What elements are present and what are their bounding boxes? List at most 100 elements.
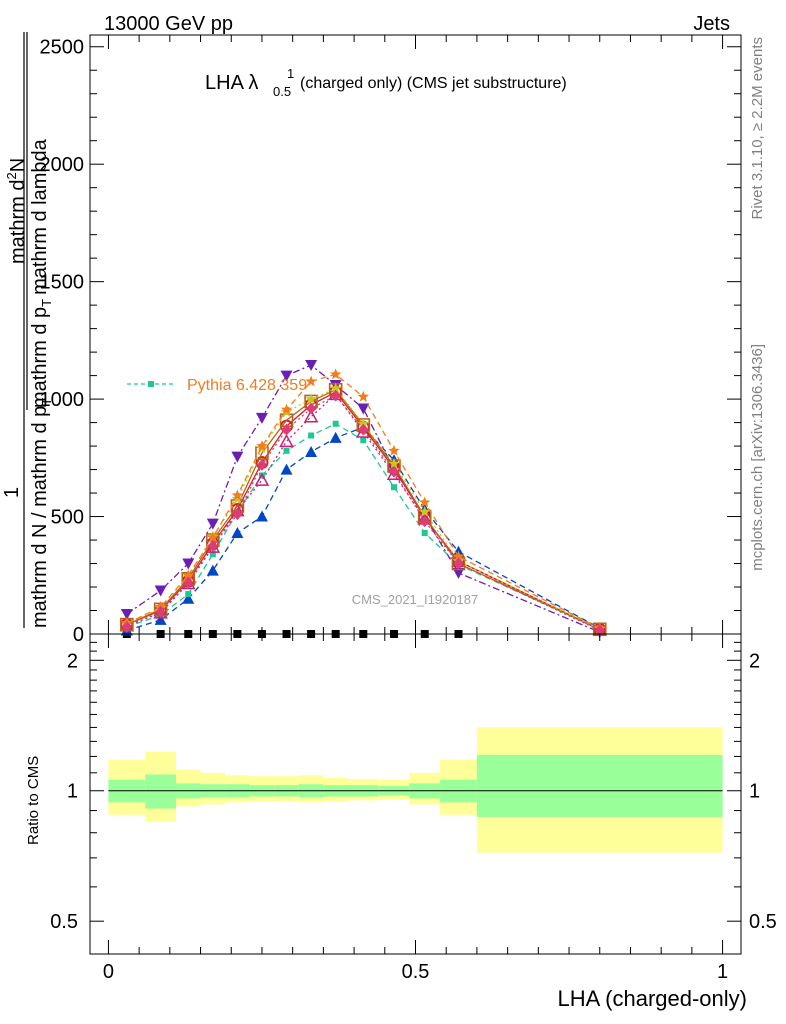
- ratio-y-tick-label-right: 1: [749, 781, 760, 803]
- data-point: [280, 463, 293, 475]
- y-label-numerator: mathrm d2N: [4, 158, 29, 264]
- main-y-tick-label: 2000: [40, 154, 85, 176]
- data-point: [281, 423, 292, 436]
- data-point: [154, 613, 167, 625]
- data-point: [254, 472, 270, 486]
- data-point: [305, 445, 318, 457]
- y-label-one: 1: [1, 487, 23, 498]
- data-point: [389, 465, 400, 478]
- rivet-side-label: Rivet 3.1.10, ≥ 2.2M events: [749, 37, 766, 220]
- data-point: [206, 564, 219, 576]
- data-point: [388, 457, 400, 469]
- data-point: [594, 624, 605, 637]
- data-point: [231, 451, 244, 463]
- data-point: [330, 389, 341, 402]
- legend-marker: [148, 381, 154, 387]
- energy-label: 13000 GeV pp: [104, 13, 233, 35]
- data-point: [357, 417, 369, 429]
- ratio-y-axis-label: Ratio to CMS: [25, 756, 42, 845]
- data-point: [360, 437, 367, 444]
- data-point: [329, 431, 342, 443]
- mcplots-side-label: mcplots.cern.ch [arXiv:1306.3436]: [749, 344, 766, 571]
- y-label-denominator: mathrm d pTmathrm d lambda: [29, 138, 54, 408]
- plot-title: LHA λ: [205, 72, 258, 94]
- data-point: [279, 433, 294, 448]
- data-point: [453, 557, 464, 570]
- y-label-numerator-sup: 2: [4, 172, 19, 179]
- data-point: [182, 592, 195, 604]
- main-y-tick-label: 500: [51, 507, 84, 529]
- data-point: [452, 550, 465, 562]
- data-point: [185, 591, 192, 598]
- data-point: [283, 447, 290, 454]
- x-axis-label: LHA (charged-only): [557, 986, 747, 1011]
- ratio-band-inner: [476, 754, 723, 817]
- data-point: [419, 505, 431, 517]
- data-point: [419, 496, 431, 508]
- data-point: [280, 370, 293, 382]
- data-point: [358, 423, 369, 436]
- data-point: [330, 382, 342, 394]
- data-point: [419, 515, 430, 528]
- y-label-denominator-sub: T: [39, 299, 54, 307]
- data-point: [207, 539, 218, 552]
- main-y-tick-label: 1500: [40, 272, 85, 294]
- y-label-numerator-text: mathrm d: [7, 180, 29, 264]
- ratio-y-tick-label: 1: [67, 781, 78, 803]
- main-plot-frame: [89, 34, 742, 635]
- main-y-tick-label: 0: [73, 624, 84, 646]
- ratio-x-ticks: 0 0.5 1: [103, 634, 728, 983]
- series-line: [126, 387, 601, 630]
- series-9: [121, 389, 605, 637]
- data-point: [182, 569, 194, 581]
- y-label-denominator-text: mathrm d p: [29, 307, 51, 408]
- data-point: [231, 492, 244, 504]
- data-point: [255, 412, 268, 424]
- plot-title-main: LHA λ: [205, 72, 258, 94]
- plot-title-sub: 0.5: [273, 84, 291, 99]
- data-point: [305, 360, 318, 372]
- data-point: [256, 440, 268, 451]
- data-point: [332, 420, 339, 427]
- data-point: [421, 529, 428, 536]
- ratio-bands: [108, 727, 723, 853]
- data-point: [154, 585, 167, 597]
- ratio-y-tick-label-right: 0.5: [749, 911, 777, 933]
- plot-title-rest: (charged only) (CMS jet substructure): [300, 75, 567, 92]
- data-point: [183, 576, 194, 589]
- x-tick-label: 0.5: [402, 961, 430, 983]
- main-y-tick-label: 2500: [40, 37, 85, 59]
- process-label: Jets: [693, 13, 730, 35]
- data-point: [121, 620, 132, 633]
- data-point: [206, 518, 219, 530]
- ratio-y-tick-label: 2: [67, 650, 78, 672]
- data-point: [120, 609, 133, 621]
- data-point: [308, 432, 315, 439]
- data-point: [155, 605, 166, 618]
- data-point: [255, 510, 268, 522]
- x-tick-label: 0: [103, 961, 114, 983]
- data-point: [231, 526, 244, 538]
- ratio-y-tick-label: 0.5: [50, 911, 78, 933]
- legend: Pythia 6.428 359: [127, 377, 307, 394]
- data-point: [209, 551, 216, 558]
- main-y-tick-label: 1000: [40, 389, 85, 411]
- data-point: [280, 403, 293, 415]
- series-line: [126, 393, 601, 631]
- legend-label: Pythia 6.428 359: [187, 377, 307, 394]
- y-label-numerator-rest: N: [7, 158, 29, 172]
- main-plot: 0 500 1000 1500 2000 2500 LHA λ 1 0.5 (charge…: [40, 34, 742, 646]
- ratio-y-ticks: 0.5 0.5 1 1 2 2: [50, 641, 777, 933]
- data-point: [232, 508, 243, 521]
- series-line: [126, 394, 601, 632]
- plot-title-sup: 1: [287, 66, 294, 81]
- y-label-denominator-rest: mathrm d lambda: [29, 138, 51, 294]
- data-point: [452, 567, 465, 579]
- main-y-ticks: 0 500 1000 1500 2000 2500: [40, 37, 741, 646]
- data-point: [330, 368, 342, 380]
- y-label-dndpt: mathrm d N / mathrm d pT: [29, 398, 54, 628]
- analysis-watermark: CMS_2021_I1920187: [352, 592, 479, 607]
- ratio-plot: 0.5 0.51 12 2 0 0.5 1: [50, 633, 777, 983]
- data-point: [182, 558, 195, 570]
